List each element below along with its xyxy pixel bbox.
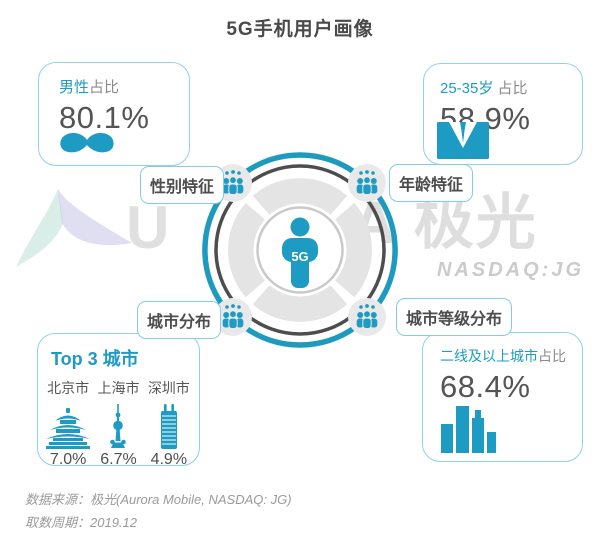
pearl-tower-icon — [110, 404, 127, 448]
card-age-share: 25-35岁 占比 58.9% — [423, 63, 583, 165]
gender-highlight: 男性 — [59, 79, 90, 96]
aurora-logo — [16, 189, 132, 267]
center-5g-label: 5G — [291, 249, 308, 264]
watermark-nasdaq-text: NASDAQ:JG — [437, 259, 585, 281]
tag-age: 年龄特征 — [389, 164, 474, 202]
city-value: 7.0% — [49, 451, 87, 468]
age-card-label: 25-35岁 占比 — [440, 77, 582, 98]
watermark-letter: U — [126, 194, 170, 261]
tier-highlight: 二线及以上城市 — [440, 348, 538, 364]
outer-teal-ring — [202, 152, 398, 348]
user-profile-wheel: 5G — [202, 152, 398, 348]
gender-card-label: 男性占比 — [59, 76, 189, 97]
city-name: 上海市 — [97, 380, 140, 396]
suit-icon — [437, 122, 489, 159]
hub-ring — [256, 206, 344, 294]
city-name: 深圳市 — [147, 380, 190, 396]
age-highlight: 25-35岁 — [440, 80, 494, 97]
node-tier — [348, 298, 386, 336]
tier-card-label: 二线及以上城市占比 — [440, 346, 582, 366]
city-row: 北京市 — [38, 378, 199, 469]
card-top3-cities: Top 3 城市 北京市 — [37, 333, 200, 469]
data-source: 数据来源：极光(Aurora Mobile, NASDAQ: JG) — [25, 492, 292, 507]
temple-icon — [46, 408, 91, 449]
tier-value: 68.4% — [440, 369, 531, 404]
person-5g-icon — [282, 217, 318, 288]
card-city-tier-share: 二线及以上城市占比 68.4% — [422, 332, 583, 462]
city-col-beijing: 北京市 — [43, 378, 93, 469]
quadrant-sectors — [228, 178, 372, 322]
node-city — [214, 298, 252, 336]
data-period: 取数周期：2019.12 — [25, 515, 137, 530]
gender-suffix: 占比 — [89, 79, 120, 96]
card-gender-share: 男性占比 80.1% — [38, 62, 190, 166]
city-value: 6.7% — [100, 451, 137, 468]
city-col-shanghai: 上海市 6. — [93, 378, 143, 469]
inner-dark-ring — [214, 164, 386, 336]
city-col-shenzhen: 深圳市 — [144, 378, 194, 469]
skyscraper-icon — [160, 404, 177, 449]
node-age — [348, 164, 386, 202]
footer: 数据来源：极光(Aurora Mobile, NASDAQ: JG) 取数周期：… — [25, 488, 292, 534]
age-suffix: 占比 — [497, 80, 528, 97]
city-name: 北京市 — [47, 380, 90, 396]
bar-chart-icon — [441, 406, 496, 453]
tag-city-distribution: 城市分布 — [137, 301, 222, 339]
mustache-icon — [60, 132, 114, 153]
tag-gender: 性别特征 — [140, 166, 225, 204]
gender-value: 80.1% — [59, 100, 150, 135]
page-title: 5G手机用户画像 — [226, 19, 374, 40]
tier-suffix: 占比 — [538, 348, 566, 364]
tag-city-tier: 城市等级分布 — [396, 298, 513, 336]
city-value: 4.9% — [150, 451, 188, 468]
top3-title: Top 3 城市 — [51, 349, 139, 369]
